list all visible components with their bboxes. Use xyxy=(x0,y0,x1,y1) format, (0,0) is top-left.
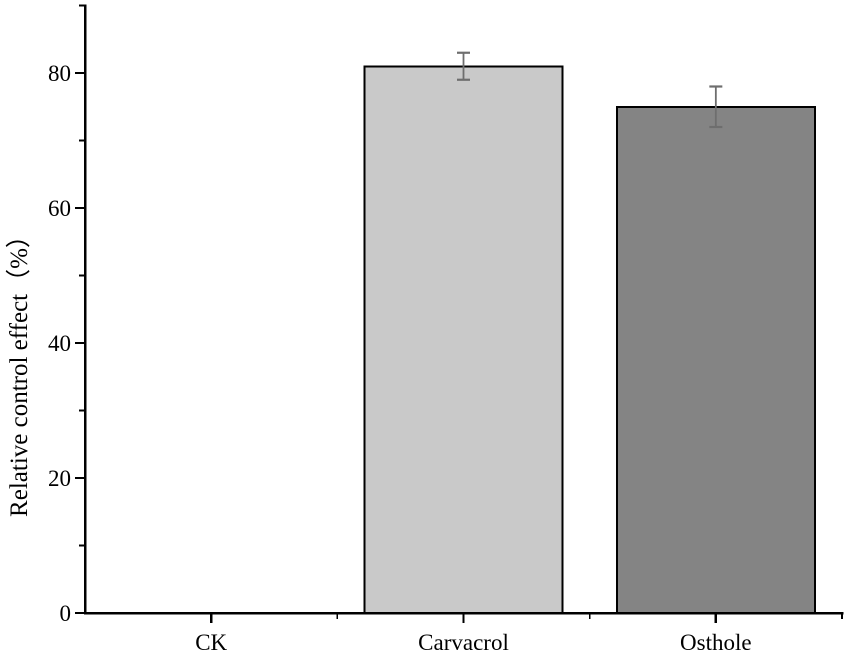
y-tick-label: 40 xyxy=(48,331,71,356)
x-category-label-ck: CK xyxy=(195,630,227,655)
y-tick-label: 80 xyxy=(48,61,71,86)
x-category-label-osthole: Osthole xyxy=(680,630,752,655)
bar-carvacrol xyxy=(363,65,564,614)
y-tick-label: 60 xyxy=(48,196,71,221)
bar-osthole xyxy=(615,105,816,614)
y-tick-label: 0 xyxy=(60,601,72,626)
y-tick-label: 20 xyxy=(48,466,71,491)
x-category-label-carvacrol: Carvacrol xyxy=(418,630,509,655)
y-axis-title: Relative control effect（%） xyxy=(5,223,33,517)
